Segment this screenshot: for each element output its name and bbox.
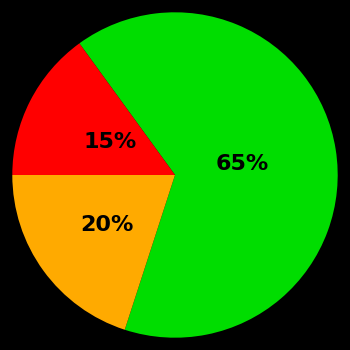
Wedge shape xyxy=(79,12,338,338)
Text: 15%: 15% xyxy=(83,132,136,152)
Text: 20%: 20% xyxy=(80,215,133,235)
Text: 65%: 65% xyxy=(216,154,269,174)
Wedge shape xyxy=(12,175,175,330)
Wedge shape xyxy=(12,43,175,175)
